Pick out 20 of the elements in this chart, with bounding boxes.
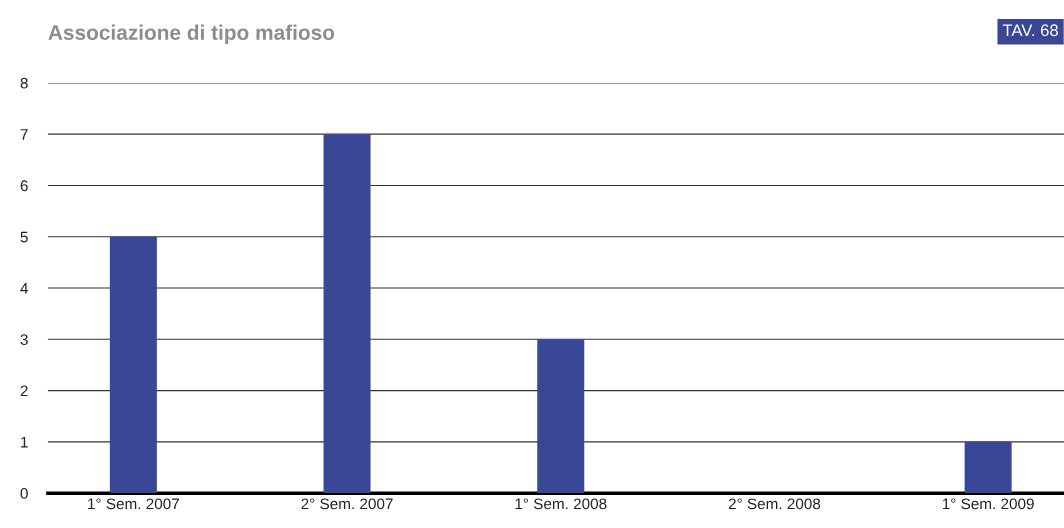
- y-tick-label: 4: [20, 283, 28, 294]
- x-tick-label: 1° Sem. 2007: [88, 498, 179, 510]
- text: TAV. 68: [1002, 24, 1058, 37]
- x-tick-label: 1° Sem. 2009: [942, 498, 1034, 510]
- y-tick-label: 2: [20, 385, 28, 397]
- bar: [537, 339, 585, 494]
- chart-title: Associazione di tipo mafioso: [48, 24, 335, 45]
- y-tick-label: 3: [20, 334, 28, 345]
- y-tick-label: 0: [20, 488, 28, 499]
- y-tick-label: 6: [20, 180, 28, 192]
- y-tick-label: 5: [20, 231, 28, 243]
- bar: [964, 441, 1012, 494]
- y-tick-label: 7: [20, 129, 28, 140]
- y-tick-label: 1: [21, 436, 28, 448]
- x-tick-label: 2° Sem. 2007: [301, 498, 393, 510]
- bar: [109, 236, 157, 494]
- x-tick-label: 2° Sem. 2008: [728, 498, 821, 510]
- bar: [323, 134, 371, 494]
- y-tick-label: 8: [20, 77, 28, 89]
- x-tick-label: 1° Sem. 2008: [515, 498, 607, 510]
